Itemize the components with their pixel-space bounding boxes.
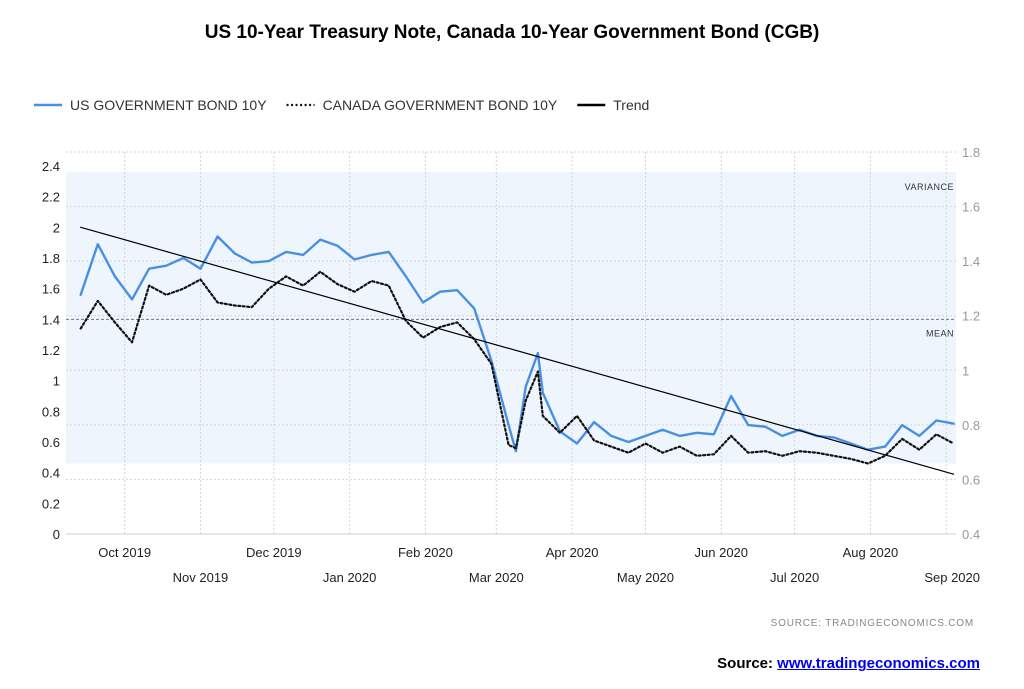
x-tick-label: Mar 2020	[469, 570, 524, 585]
y-left-tick-label: 2.2	[42, 190, 60, 205]
x-tick-label: Aug 2020	[843, 545, 899, 560]
legend-label: Trend	[613, 97, 649, 113]
x-tick-label: Apr 2020	[546, 545, 599, 560]
y-left-tick-label: 1.4	[42, 312, 60, 327]
x-tick-label: Jan 2020	[323, 570, 377, 585]
y-left-tick-label: 0.8	[42, 404, 60, 419]
x-tick-label: Jun 2020	[695, 545, 749, 560]
y-left-tick-label: 1	[53, 374, 60, 389]
y-left-tick-label: 2.4	[42, 159, 60, 174]
y-left-tick-label: 0.2	[42, 496, 60, 511]
canada-bond-series-line	[79, 270, 955, 465]
variance-band	[66, 172, 956, 464]
x-tick-label: Dec 2019	[246, 545, 302, 560]
source-footer: Source: www.tradingeconomics.com	[717, 655, 980, 672]
x-tick-label: May 2020	[617, 570, 674, 585]
legend-label: CANADA GOVERNMENT BOND 10Y	[323, 97, 558, 113]
y-left-tick-label: 1.2	[42, 343, 60, 358]
y-right-tick-label: 0.4	[962, 527, 980, 542]
legend-label: US GOVERNMENT BOND 10Y	[70, 97, 267, 113]
y-right-tick-label: 0.6	[962, 472, 980, 487]
source-small-label: SOURCE: TRADINGECONOMICS.COM	[771, 618, 974, 629]
x-tick-label: Feb 2020	[398, 545, 453, 560]
y-left-tick-label: 1.6	[42, 282, 60, 297]
y-left-tick-label: 0.6	[42, 435, 60, 450]
y-left-tick-label: 2	[53, 220, 60, 235]
source-link[interactable]: www.tradingeconomics.com	[777, 655, 980, 672]
x-tick-label: Jul 2020	[770, 570, 819, 585]
variance-label: VARIANCE	[905, 182, 954, 192]
y-right-tick-label: 1.8	[962, 145, 980, 160]
trend-line	[80, 226, 955, 475]
x-tick-label: Nov 2019	[173, 570, 229, 585]
y-right-tick-label: 1.4	[962, 254, 980, 269]
x-tick-label: Oct 2019	[98, 545, 151, 560]
chart-title: US 10-Year Treasury Note, Canada 10-Year…	[204, 22, 820, 43]
x-tick-label: Sep 2020	[924, 570, 980, 585]
y-left-tick-label: 0.4	[42, 466, 60, 481]
y-left-tick-label: 0	[53, 527, 60, 542]
y-right-tick-label: 1	[962, 363, 969, 378]
source-footer-label: Source:	[717, 655, 778, 672]
y-right-tick-label: 1.6	[962, 200, 980, 215]
y-right-tick-label: 1.2	[962, 309, 980, 324]
y-left-tick-label: 1.8	[42, 251, 60, 266]
mean-label: MEAN	[926, 328, 954, 338]
y-right-tick-label: 0.8	[962, 418, 980, 433]
